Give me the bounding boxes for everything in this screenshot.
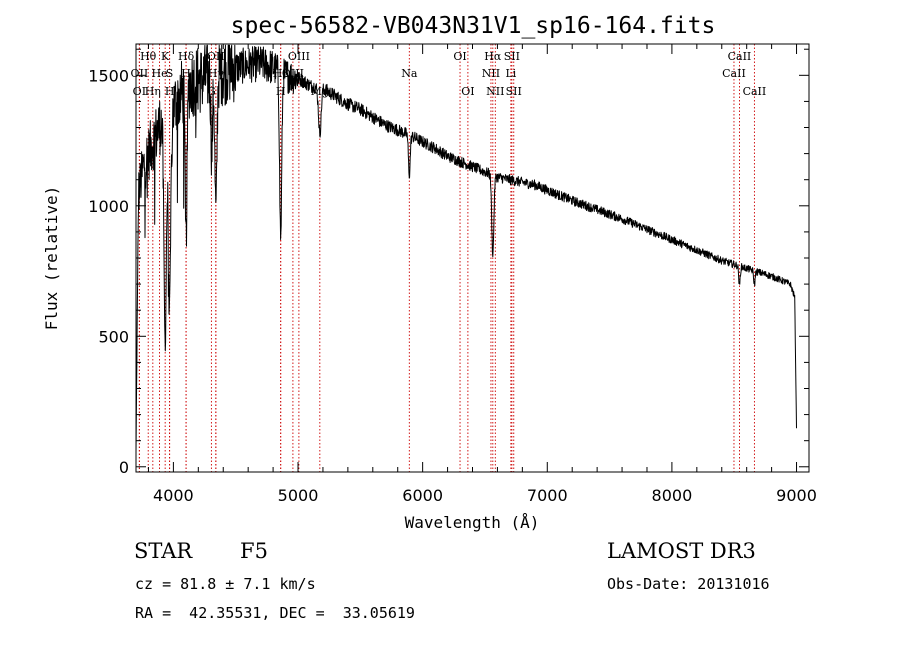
line-label: G [207, 85, 216, 98]
y-tick-label: 0 [119, 458, 129, 477]
line-label: H [276, 85, 286, 98]
line-label: CaII [722, 67, 746, 80]
y-tick-label: 1500 [88, 66, 129, 85]
line-label: OI [461, 85, 474, 98]
line-label: Hα [484, 50, 502, 63]
line-label: Hθ [140, 50, 157, 63]
y-tick-label: 500 [98, 327, 129, 346]
axis-ticks [136, 44, 809, 472]
line-label: K [161, 50, 170, 63]
object-class-label: STAR [134, 539, 193, 563]
x-axis-label: Wavelength (Å) [405, 513, 540, 532]
spectrum-flux-line [135, 44, 797, 454]
x-tick-label: 7000 [527, 486, 568, 505]
redshift-text: cz = 81.8 ± 7.1 km/s [135, 575, 316, 593]
line-label: He [152, 67, 168, 80]
coordinates-text: RA = 42.35531, DEC = 33.05619 [135, 604, 415, 622]
x-tick-label: 5000 [278, 486, 319, 505]
line-label: OII [131, 67, 149, 80]
line-label: OI [453, 50, 466, 63]
axis-tick-labels: 4000 5000 6000 7000 8000 9000 0 500 1000 1500 [88, 66, 817, 505]
line-label: NII [482, 67, 500, 80]
subclass-label: F5 [240, 539, 268, 563]
line-label: SII [504, 50, 520, 63]
line-label: CaII [743, 85, 767, 98]
line-label: Hη [145, 85, 161, 98]
obs-date-text: Obs-Date: 20131016 [607, 575, 770, 593]
line-label: H [181, 67, 191, 80]
line-label: Li [505, 67, 516, 80]
line-label: SII [506, 85, 522, 98]
line-label: CaII [728, 50, 752, 63]
y-axis-label: Flux (relative) [42, 186, 61, 331]
line-label: H [165, 85, 175, 98]
survey-label: LAMOST DR3 [607, 539, 756, 563]
line-label: Hδ [178, 50, 195, 63]
y-tick-label: 1000 [88, 197, 129, 216]
line-label: OIII [288, 50, 310, 63]
line-label: S [166, 67, 174, 80]
x-tick-label: 6000 [402, 486, 443, 505]
plot-frame [135, 43, 810, 473]
line-label: NII [486, 85, 504, 98]
emission-line-markers [138, 44, 755, 472]
x-tick-label: 4000 [153, 486, 194, 505]
line-label: Na [401, 67, 418, 80]
chart-title: spec-56582-VB043N31V1_sp16-164.fits [231, 13, 716, 39]
x-tick-label: 9000 [776, 486, 817, 505]
x-tick-label: 8000 [652, 486, 693, 505]
